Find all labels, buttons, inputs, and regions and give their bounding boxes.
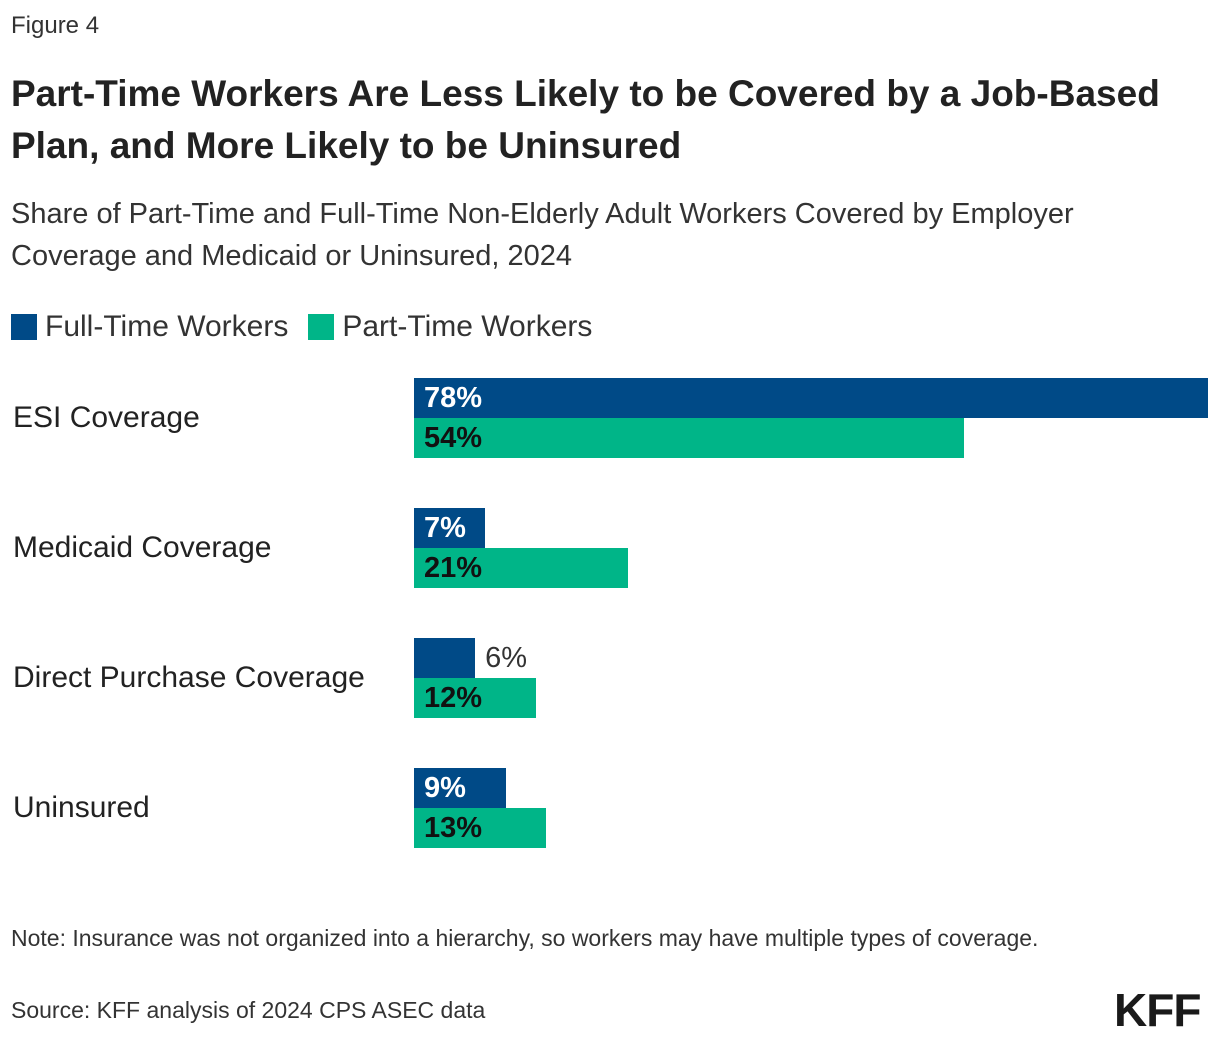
bar-part-time [414, 808, 547, 848]
kff-logo: KFF [1114, 984, 1201, 1036]
legend-label: Full-Time Workers [45, 310, 289, 343]
data-label: 6% [485, 642, 527, 674]
plot-area: ESI Coverage 78% 54% Medicaid Coverage 7% 21%… [13, 378, 1208, 848]
legend-swatch [11, 314, 37, 340]
legend-label: Part-Time Workers [342, 310, 593, 343]
chart-note: Note: Insurance was not organized into a… [11, 925, 1039, 951]
category-label: Medicaid Coverage [13, 531, 272, 564]
data-label: 12% [424, 682, 483, 714]
bar-part-time [414, 418, 964, 458]
data-label: 78% [424, 382, 483, 414]
legend-swatch [308, 314, 335, 340]
bar-full-time [414, 768, 506, 808]
category-label: ESI Coverage [13, 401, 200, 434]
legend-item-part-time: Part-Time Workers [308, 310, 592, 344]
bar-full-time [414, 378, 1208, 418]
data-label: 13% [424, 812, 483, 844]
chart-title: Part-Time Workers Are Less Likely to be … [11, 73, 1160, 166]
data-label: 54% [424, 422, 483, 454]
chart-subtitle: Share of Part-Time and Full-Time Non-Eld… [11, 198, 1074, 272]
bar-full-time [414, 508, 486, 548]
figure-label: Figure 4 [11, 12, 100, 39]
legend: Full-Time Workers Part-Time Workers [11, 310, 612, 344]
bar-part-time [414, 548, 628, 588]
bar-full-time [414, 638, 476, 678]
data-label: 9% [424, 772, 466, 804]
category-label: Direct Purchase Coverage [13, 661, 365, 694]
category-label: Uninsured [13, 791, 150, 824]
data-label: 21% [424, 552, 483, 584]
data-label: 7% [424, 512, 466, 544]
legend-item-full-time: Full-Time Workers [11, 310, 288, 344]
chart-source: Source: KFF analysis of 2024 CPS ASEC da… [11, 997, 486, 1023]
bar-part-time [414, 678, 537, 718]
